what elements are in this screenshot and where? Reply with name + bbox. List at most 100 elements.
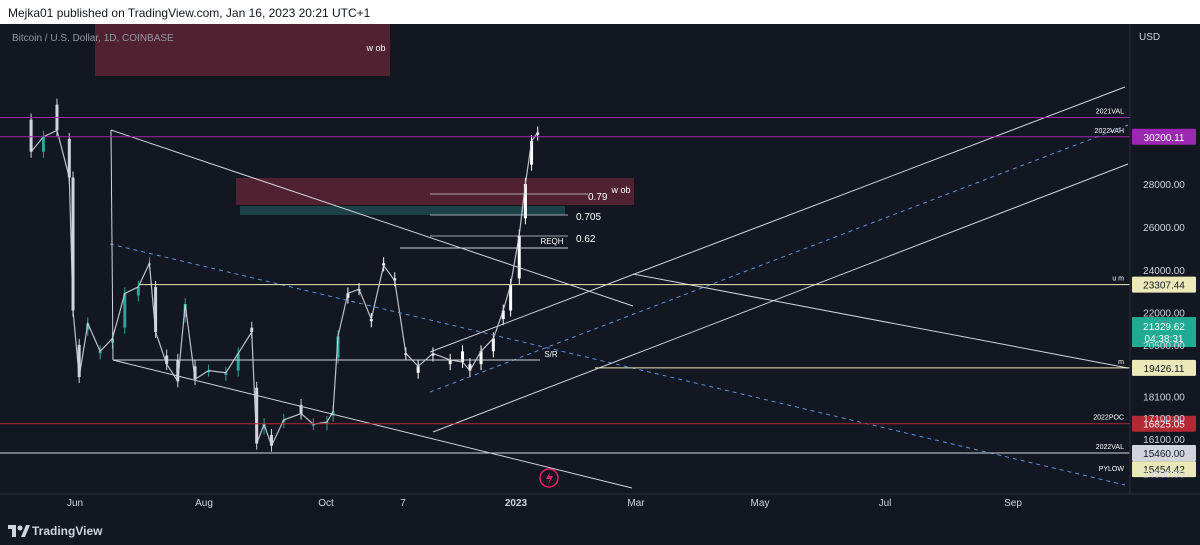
candle (393, 278, 397, 281)
y-tick-label: 17100.00 (1143, 414, 1185, 425)
annotation-label: 0.79 (588, 192, 608, 203)
x-tick-label: Jun (67, 498, 83, 509)
candle (431, 353, 435, 356)
y-tick-label: 14500.00 (1143, 470, 1185, 481)
level-label: 2022VAL (1096, 444, 1124, 451)
candle (479, 351, 483, 365)
price-label: 15460.00 (1143, 449, 1185, 460)
y-tick-label: 20500.00 (1143, 341, 1185, 352)
price-label: 19426.11 (1144, 364, 1185, 375)
y-tick-label: 16100.00 (1143, 435, 1185, 446)
candle (501, 310, 505, 320)
falling-channel-top (110, 129, 634, 307)
candle (136, 286, 140, 296)
candle (536, 132, 540, 135)
falling-channel-left (110, 129, 114, 361)
candle (517, 235, 521, 279)
tradingview-logo-icon (8, 525, 30, 537)
y-tick-label: 28000.00 (1143, 180, 1185, 191)
candle (236, 353, 240, 371)
candle (123, 293, 127, 328)
zone-weekly-order-block-top (95, 24, 390, 76)
candle (250, 327, 254, 332)
annotation-label: w ob (610, 185, 630, 195)
y-tick-label: 26000.00 (1143, 223, 1185, 234)
level-label: 2022VAH (1095, 128, 1124, 135)
y-tick-label: 24000.00 (1143, 266, 1185, 277)
price-label: 15454.42 (1143, 465, 1185, 476)
footer-brand: TradingView (32, 524, 103, 538)
level-label: u m (1112, 276, 1124, 283)
annotation-label: w ob (365, 43, 385, 53)
candle (193, 366, 197, 380)
annotation-label: 0.705 (576, 212, 601, 223)
event-marker-icon[interactable] (539, 468, 559, 488)
annotation-label: 0.62 (576, 234, 596, 245)
footer-bar: TradingView (0, 518, 1200, 545)
candle (416, 366, 420, 373)
candle (382, 263, 386, 266)
level-label: PYLOW (1099, 466, 1125, 473)
last-price-bg (1132, 317, 1196, 348)
price-label-bg (1132, 128, 1196, 145)
x-tick-label: 7 (400, 498, 406, 509)
x-tick-label: Jul (879, 498, 892, 509)
candle (491, 338, 495, 352)
price-label-bg (1132, 461, 1196, 478)
falling-line-lower (632, 273, 1129, 369)
annotation-label: REQH (540, 237, 563, 246)
last-price-countdown: 04:38:31 (1145, 334, 1184, 345)
price-label: 23307.44 (1143, 281, 1185, 292)
price-label-bg (1132, 359, 1196, 376)
candle (468, 364, 472, 371)
annotation-label: S/R (544, 350, 558, 359)
candle (311, 424, 315, 426)
level-label: 2022POC (1093, 415, 1124, 422)
last-price-value: 21329.62 (1143, 322, 1185, 333)
zone-fvg-zone (240, 206, 565, 215)
candle (336, 336, 340, 358)
x-tick-label: Mar (627, 498, 645, 509)
publisher-text: Mejka01 published on TradingView.com, Ja… (8, 6, 371, 20)
x-tick-label: May (751, 498, 770, 509)
zone-weekly-order-block-mid (236, 178, 634, 205)
x-tick-label: 2023 (505, 498, 528, 509)
currency-label: USD (1139, 32, 1160, 43)
candle (448, 359, 452, 365)
price-label-bg (1132, 444, 1196, 461)
candle (29, 119, 33, 152)
price-label: 16825.05 (1143, 420, 1185, 431)
candle (77, 344, 81, 378)
price-label-bg (1132, 276, 1196, 293)
candle (67, 138, 71, 178)
candle (71, 177, 75, 311)
level-label: 2021VAL (1096, 108, 1124, 115)
candle (224, 372, 228, 375)
candle (325, 422, 329, 425)
candle (207, 370, 211, 373)
candle (41, 136, 45, 152)
price-label: 30200.11 (1144, 133, 1185, 144)
price-label-bg (1132, 415, 1196, 432)
x-tick-label: Sep (1004, 498, 1022, 509)
candle (176, 359, 180, 382)
candle (299, 404, 303, 414)
candle (461, 351, 465, 363)
candle (262, 424, 266, 429)
candle (331, 411, 335, 416)
symbol-label: Bitcoin / U.S. Dollar, 1D, COINBASE (12, 33, 174, 44)
price-chart[interactable]: 2021VAL 2022VAH 30200.11 u m 23307.44 m 19426.… (0, 24, 1200, 518)
candle (509, 284, 513, 311)
candle (154, 286, 158, 332)
y-tick-label: 18100.00 (1143, 392, 1185, 403)
x-tick-label: Oct (318, 498, 334, 509)
falling-channel-mid (109, 243, 1126, 486)
x-tick-label: Aug (195, 498, 213, 509)
rising-channel-top (429, 86, 1126, 353)
candle (523, 183, 527, 219)
candle (255, 387, 259, 444)
candle (530, 141, 534, 165)
rising-channel-bottom (432, 163, 1129, 433)
level-label: m (1118, 359, 1124, 366)
candle (269, 434, 273, 446)
